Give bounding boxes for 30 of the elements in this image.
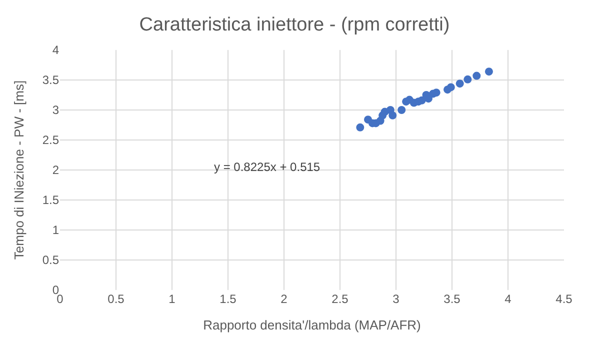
x-tick-label: 2.5 bbox=[332, 292, 349, 306]
x-tick-label: 2 bbox=[280, 292, 288, 306]
point bbox=[398, 106, 406, 114]
y-tick-label: 2.5 bbox=[42, 133, 60, 148]
point bbox=[386, 106, 394, 114]
x-axis-title: Rapporto densita'/lambda (MAP/AFR) bbox=[203, 318, 421, 333]
point bbox=[446, 83, 455, 92]
annotation: y = 0.8225x + 0.515 bbox=[214, 160, 320, 174]
x-tick-label: 4 bbox=[504, 292, 512, 306]
x-tick-label: 1.5 bbox=[220, 292, 237, 306]
y-tick-label: 2 bbox=[52, 163, 60, 178]
y-tick-label: 1.5 bbox=[42, 193, 60, 208]
point bbox=[472, 72, 481, 80]
y-tick-label: 3.5 bbox=[42, 73, 60, 88]
point bbox=[484, 68, 493, 76]
x-tick-label: 1 bbox=[168, 292, 176, 306]
x-tick-label: 4.5 bbox=[556, 292, 573, 306]
y-tick-label: 4 bbox=[52, 43, 60, 58]
x-tick-label: 3.5 bbox=[444, 292, 461, 306]
y-axis-title: Tempo di INiezione - PW - [ms] bbox=[11, 80, 26, 260]
y-tick-label: 1 bbox=[52, 223, 60, 238]
y-tick-label: 3 bbox=[52, 103, 60, 118]
point bbox=[432, 88, 440, 97]
point bbox=[356, 123, 364, 132]
y-tick-label: 0.5 bbox=[42, 253, 60, 268]
point bbox=[456, 80, 464, 88]
x-tick-label: 0.5 bbox=[108, 292, 125, 306]
chart-title: Caratteristica iniettore - (rpm corretti) bbox=[139, 14, 450, 36]
point bbox=[464, 75, 472, 84]
x-tick-label: 3 bbox=[392, 292, 400, 306]
